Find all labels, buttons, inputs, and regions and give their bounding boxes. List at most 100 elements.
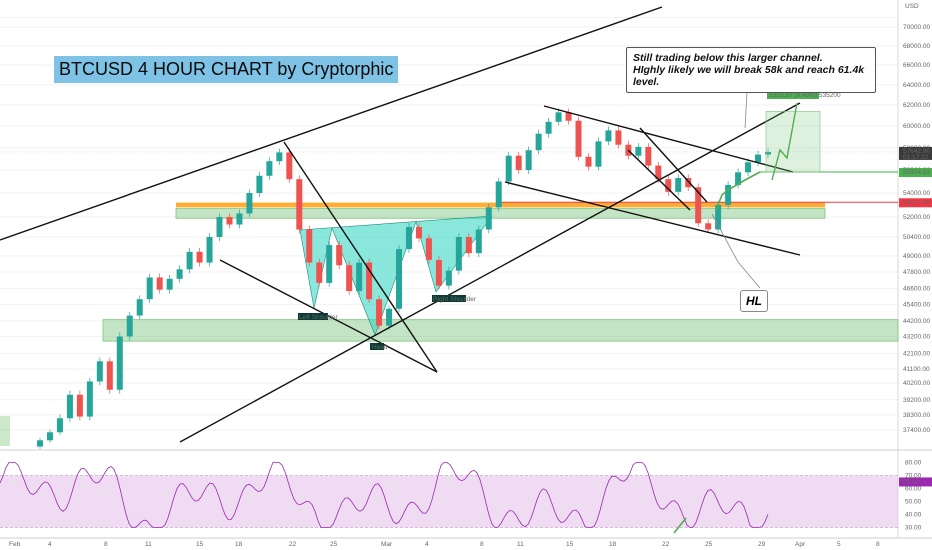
price-tick-label: 40200.00 — [903, 380, 930, 387]
price-tick-label: 38300.00 — [903, 412, 930, 419]
hl-label[interactable]: HL — [740, 290, 768, 312]
candle-body — [595, 141, 602, 167]
candle-body — [386, 308, 393, 326]
rsi-tick-label: 50.00 — [905, 499, 922, 506]
support-zone-lower — [102, 319, 899, 342]
candle-body — [156, 277, 163, 290]
candle-body — [405, 227, 412, 250]
candle-body — [745, 162, 752, 173]
time-tick-label: 25 — [330, 541, 338, 548]
time-tick-label: 4 — [425, 541, 429, 548]
candle-body — [356, 262, 363, 292]
candle-body — [665, 179, 672, 192]
candle-body — [86, 381, 93, 417]
price-tick-label: 44200.00 — [903, 318, 930, 325]
candle-body — [246, 193, 253, 214]
candle-body — [435, 259, 442, 286]
candle-body — [166, 278, 173, 290]
annotation-line-1: Still trading below this larger channel. — [633, 52, 823, 64]
candle-body — [236, 213, 243, 225]
candle-body — [695, 187, 702, 224]
annotation-note[interactable]: Still trading below this larger channel.… — [626, 47, 876, 93]
price-tick-label: 50400.00 — [903, 234, 930, 241]
left-shoulder-label-bg — [298, 313, 328, 320]
candle-body — [206, 237, 213, 263]
candle-body — [56, 418, 63, 433]
candle-body — [66, 394, 73, 419]
candle-body — [535, 133, 542, 151]
candle-body — [396, 249, 403, 309]
wedge-upper-line — [543, 105, 794, 173]
candle-body — [715, 205, 722, 230]
rsi-value-tag — [899, 477, 932, 487]
candle-body — [545, 121, 552, 134]
candle-body — [106, 361, 113, 390]
time-tick-label: 8 — [480, 541, 484, 548]
candle-body — [376, 299, 383, 326]
candle-body — [146, 277, 153, 300]
hl-curve — [715, 171, 761, 211]
candle-body — [316, 262, 323, 283]
target-label: 5352.37 (9.48%) 535200 — [769, 92, 841, 99]
rsi-line — [0, 462, 769, 528]
head-label: Head — [372, 344, 388, 351]
candle-body — [126, 315, 133, 337]
price-tick-label: 47800.00 — [903, 269, 930, 276]
price-tick-label: 39200.00 — [903, 397, 930, 404]
candle-body — [755, 154, 762, 163]
currency-label: USD — [905, 3, 919, 10]
time-tick-label: Feb — [9, 541, 21, 548]
candle-body — [186, 251, 193, 270]
time-tick-label: 8 — [104, 541, 108, 548]
time-tick-label: 8 — [876, 541, 880, 548]
support-zone-upper — [175, 208, 826, 219]
candle-body — [515, 155, 522, 170]
time-tick-label: 22 — [662, 541, 670, 548]
rsi-divergence-line — [673, 517, 687, 534]
falling-channel-line — [639, 127, 708, 203]
rsi-tick-label: 70.00 — [905, 473, 922, 480]
projection-path — [771, 102, 798, 181]
candle-body — [76, 394, 83, 417]
neckline-break-line — [283, 141, 438, 373]
candle-body — [495, 181, 502, 208]
candle-body — [635, 146, 642, 156]
right-shoulder-label-bg — [432, 295, 466, 302]
rsi-tick-label: 30.00 — [905, 525, 922, 532]
price-tick-label: 62000.00 — [903, 102, 930, 109]
candle-body — [585, 156, 592, 167]
time-tick-label: 29 — [758, 541, 766, 548]
current-price-tag — [899, 146, 932, 160]
rsi-tick-label: 80.00 — [905, 460, 922, 467]
time-tick-label: 4 — [48, 541, 52, 548]
target-label-bg — [767, 91, 819, 99]
red-price-tag — [899, 198, 932, 208]
candle-body — [605, 130, 612, 142]
time-tick-label: 15 — [566, 541, 574, 548]
candle-body — [415, 227, 422, 239]
candle-body — [256, 175, 263, 193]
channel-upper-line — [0, 6, 663, 241]
left-shoulder-label: Left Shoulder — [299, 314, 339, 321]
time-tick-label: 18 — [235, 541, 243, 548]
candle-body — [216, 217, 223, 237]
price-tick-label: 70000.00 — [903, 24, 930, 31]
price-tick-label: 45400.00 — [903, 302, 930, 309]
candle-body — [525, 150, 532, 170]
candle-body — [765, 151, 771, 155]
candle-body — [37, 440, 43, 447]
price-tick-label: 41100.00 — [903, 366, 930, 373]
price-tick-label: 37400.00 — [903, 427, 930, 434]
price-tick-label: 64000.00 — [903, 82, 930, 89]
candle-body — [276, 152, 283, 162]
candle-body — [505, 155, 512, 182]
candle-body — [675, 178, 682, 192]
wedge-lower-line — [504, 181, 801, 256]
candle-body — [555, 112, 562, 122]
candle-body — [725, 184, 732, 205]
price-tick-label: 42100.00 — [903, 351, 930, 358]
candle-body — [445, 270, 452, 286]
rsi-value: 65.42 — [903, 478, 920, 485]
green-price-tag — [899, 168, 932, 178]
